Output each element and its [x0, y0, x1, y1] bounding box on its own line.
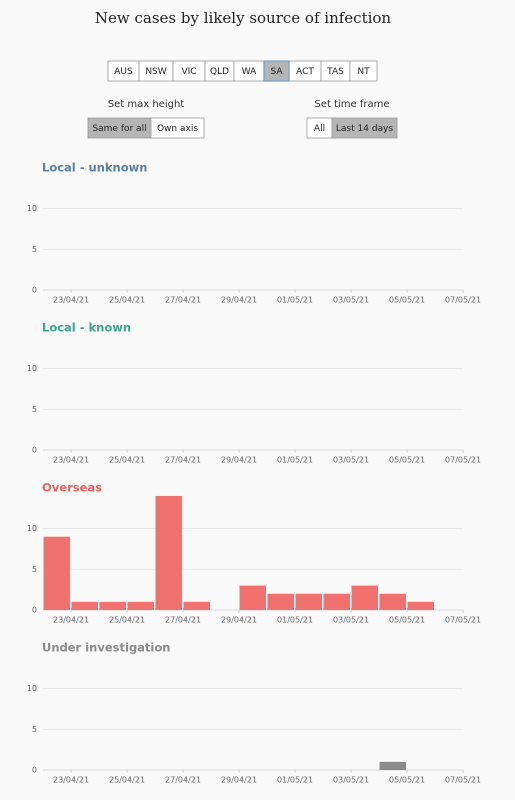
- x-tick-label: 29/04/21: [221, 456, 257, 465]
- x-tick-label: 03/05/21: [333, 616, 369, 625]
- y-tick-label: 10: [27, 524, 37, 533]
- y-tick-label: 5: [32, 405, 37, 414]
- toggle-button-label[interactable]: VIC: [181, 67, 196, 77]
- x-tick-label: 29/04/21: [221, 776, 257, 785]
- x-tick-label: 05/05/21: [389, 616, 425, 625]
- y-tick-label: 0: [32, 286, 37, 295]
- bar: [379, 761, 406, 770]
- bar: [99, 601, 126, 610]
- x-tick-label: 07/05/21: [445, 296, 481, 305]
- panel-title: Overseas: [42, 481, 102, 495]
- bar: [127, 601, 154, 610]
- bar: [351, 585, 378, 610]
- bar: [407, 601, 434, 610]
- y-tick-label: 0: [32, 446, 37, 455]
- y-tick-label: 0: [32, 766, 37, 775]
- toggle-button-label[interactable]: NT: [357, 67, 370, 77]
- x-tick-label: 27/04/21: [165, 776, 201, 785]
- y-tick-label: 5: [32, 565, 37, 574]
- x-tick-label: 29/04/21: [221, 296, 257, 305]
- x-tick-label: 05/05/21: [389, 776, 425, 785]
- y-tick-label: 10: [27, 204, 37, 213]
- toggle-button-label[interactable]: Last 14 days: [336, 124, 393, 134]
- bar: [71, 601, 98, 610]
- toggle-button-label[interactable]: Own axis: [157, 124, 198, 134]
- panel-title: Local - unknown: [42, 161, 147, 175]
- bar: [239, 585, 266, 610]
- bar: [295, 593, 322, 610]
- x-tick-label: 27/04/21: [165, 456, 201, 465]
- toggle-button-label[interactable]: TAS: [326, 67, 344, 77]
- bar: [323, 593, 350, 610]
- panel-title: Local - known: [42, 321, 131, 335]
- toggle-button[interactable]: [150, 117, 205, 139]
- x-tick-label: 01/05/21: [277, 776, 313, 785]
- x-tick-label: 27/04/21: [165, 616, 201, 625]
- toggle-button-label[interactable]: QLD: [210, 67, 229, 77]
- control-label: Set max height: [108, 99, 185, 110]
- x-tick-label: 01/05/21: [277, 296, 313, 305]
- control-label: Set time frame: [314, 99, 389, 110]
- bar: [379, 593, 406, 610]
- page-title: New cases by likely source of infection: [95, 9, 392, 27]
- x-tick-label: 03/05/21: [333, 296, 369, 305]
- panel-title: Under investigation: [42, 641, 170, 655]
- x-tick-label: 03/05/21: [333, 776, 369, 785]
- toggle-button-label[interactable]: SA: [270, 67, 283, 77]
- toggle-button[interactable]: [331, 117, 398, 139]
- toggle-button-label[interactable]: NSW: [145, 67, 166, 77]
- x-tick-label: 25/04/21: [109, 776, 145, 785]
- bar: [267, 593, 294, 610]
- x-tick-label: 03/05/21: [333, 456, 369, 465]
- x-tick-label: 23/04/21: [53, 296, 89, 305]
- x-tick-label: 01/05/21: [277, 456, 313, 465]
- x-tick-label: 23/04/21: [53, 776, 89, 785]
- x-tick-label: 23/04/21: [53, 616, 89, 625]
- y-tick-label: 5: [32, 725, 37, 734]
- x-tick-label: 25/04/21: [109, 296, 145, 305]
- x-tick-label: 07/05/21: [445, 776, 481, 785]
- y-tick-label: 5: [32, 245, 37, 254]
- x-tick-label: 07/05/21: [445, 616, 481, 625]
- y-tick-label: 0: [32, 606, 37, 615]
- toggle-button-label[interactable]: Same for all: [92, 124, 146, 134]
- bar: [155, 496, 182, 610]
- x-tick-label: 25/04/21: [109, 456, 145, 465]
- bar: [183, 601, 210, 610]
- toggle-button-label[interactable]: All: [314, 124, 325, 134]
- y-tick-label: 10: [27, 364, 37, 373]
- x-tick-label: 23/04/21: [53, 456, 89, 465]
- toggle-button[interactable]: [349, 60, 378, 82]
- bar: [43, 536, 70, 610]
- toggle-button-label[interactable]: AUS: [114, 67, 133, 77]
- x-tick-label: 01/05/21: [277, 616, 313, 625]
- x-tick-label: 05/05/21: [389, 456, 425, 465]
- x-tick-label: 27/04/21: [165, 296, 201, 305]
- x-tick-label: 25/04/21: [109, 616, 145, 625]
- selected-outline: [263, 60, 290, 82]
- x-tick-label: 29/04/21: [221, 616, 257, 625]
- x-tick-label: 07/05/21: [445, 456, 481, 465]
- toggle-button-label[interactable]: ACT: [296, 67, 314, 77]
- x-tick-label: 05/05/21: [389, 296, 425, 305]
- y-tick-label: 10: [27, 684, 37, 693]
- toggle-button-label[interactable]: WA: [242, 67, 257, 77]
